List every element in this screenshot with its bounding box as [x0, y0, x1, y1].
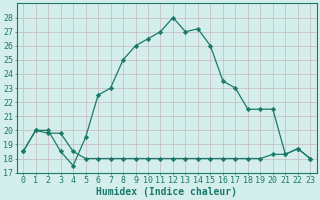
X-axis label: Humidex (Indice chaleur): Humidex (Indice chaleur)	[96, 186, 237, 197]
